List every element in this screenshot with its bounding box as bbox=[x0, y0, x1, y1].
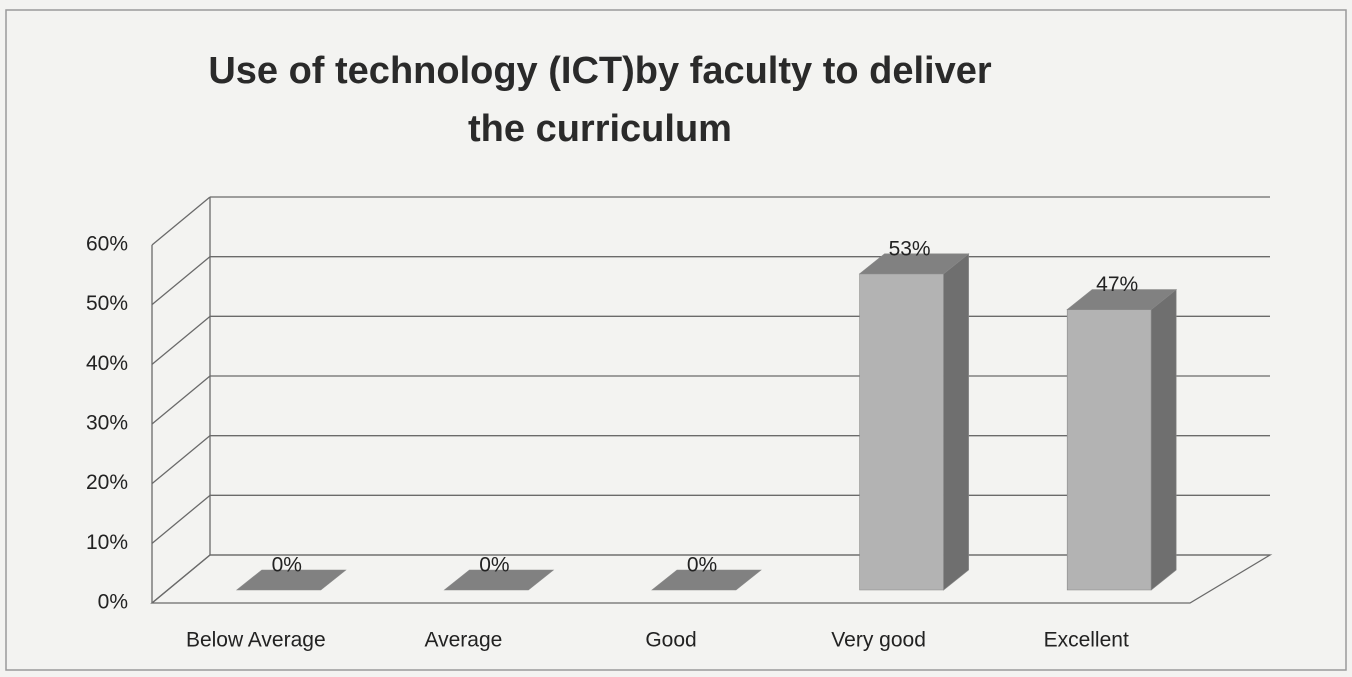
grid-line bbox=[151, 494, 211, 544]
x-tick-label: Good bbox=[645, 629, 696, 652]
grid-line bbox=[151, 375, 211, 425]
y-tick-label: 10% bbox=[86, 531, 128, 554]
value-label: 0% bbox=[687, 554, 717, 577]
y-tick-label: 60% bbox=[86, 233, 128, 256]
bar bbox=[235, 569, 347, 591]
y-tick-label: 40% bbox=[86, 352, 128, 375]
bar bbox=[858, 253, 970, 591]
value-label: 0% bbox=[272, 554, 302, 577]
chart-title: Use of technology (ICT)by faculty to del… bbox=[208, 50, 992, 150]
bar-side bbox=[1150, 288, 1177, 591]
grid-line bbox=[151, 435, 211, 485]
x-tick-label: Average bbox=[424, 629, 502, 652]
bar-top bbox=[443, 569, 555, 591]
bar-front bbox=[1066, 309, 1152, 591]
bar-top bbox=[858, 253, 970, 275]
bar bbox=[1066, 288, 1178, 591]
bar-top bbox=[651, 569, 762, 591]
x-tick-label: Very good bbox=[831, 629, 926, 652]
x-tick-label: Below Average bbox=[186, 629, 326, 652]
grid-line bbox=[151, 196, 211, 246]
bar-top bbox=[235, 569, 347, 591]
grid-line bbox=[151, 256, 211, 306]
value-label: 47% bbox=[1096, 273, 1138, 296]
value-label: 0% bbox=[479, 554, 509, 577]
grid-line bbox=[151, 315, 211, 365]
bar bbox=[443, 569, 555, 591]
y-tick-label: 30% bbox=[86, 412, 128, 435]
y-tick-label: 0% bbox=[98, 591, 128, 614]
bar-top bbox=[1066, 289, 1178, 310]
bar-front bbox=[859, 273, 944, 591]
grid-line bbox=[151, 554, 211, 604]
bar bbox=[651, 569, 762, 591]
bar-side bbox=[943, 253, 969, 591]
y-tick-label: 20% bbox=[86, 471, 128, 494]
chart-frame bbox=[5, 9, 1347, 671]
x-tick-label: Excellent bbox=[1044, 629, 1129, 652]
value-label: 53% bbox=[889, 237, 931, 260]
y-tick-label: 50% bbox=[86, 292, 128, 315]
